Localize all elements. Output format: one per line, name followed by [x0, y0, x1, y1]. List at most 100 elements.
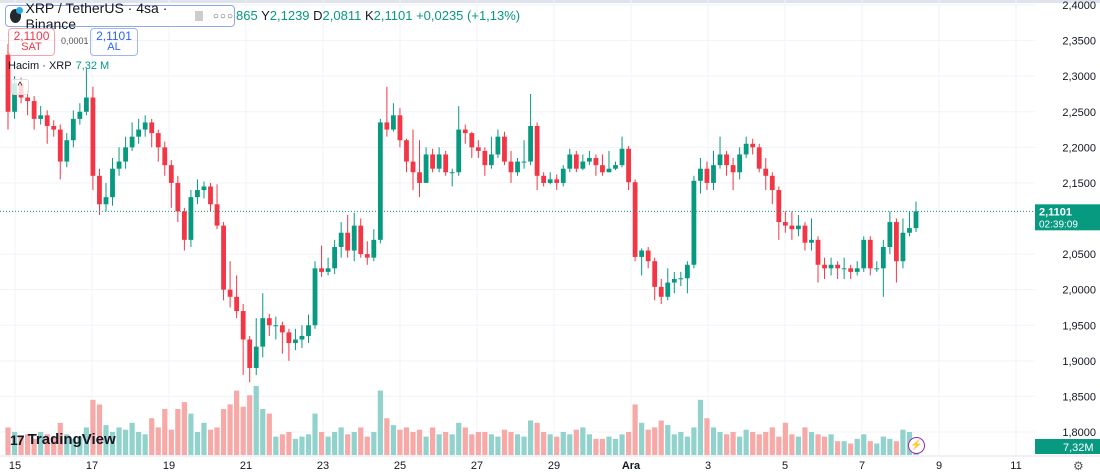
volume-bar	[612, 438, 619, 455]
candle-body	[325, 268, 331, 272]
candle	[900, 218, 906, 269]
candle	[567, 148, 573, 173]
buy-button[interactable]: 2,1101 AL	[90, 28, 138, 56]
candle-body	[175, 182, 181, 212]
candle	[684, 261, 690, 294]
candle	[802, 222, 808, 251]
volume-bar	[103, 425, 109, 455]
volume-bar	[769, 427, 775, 455]
candle-body	[776, 190, 782, 223]
volume-bar	[802, 427, 808, 455]
candle	[364, 241, 370, 265]
volume-bar	[730, 432, 736, 455]
candle	[77, 103, 83, 125]
tradingview-logo[interactable]: 17 TradingView	[10, 431, 116, 448]
candle	[188, 190, 194, 247]
candle	[51, 120, 57, 137]
volume-bar	[109, 432, 116, 455]
x-tick-label: 3	[705, 460, 711, 472]
candle-body	[737, 154, 743, 173]
volume-bar	[443, 432, 449, 455]
volume-legend[interactable]: Hacim · XRP 7,32 M	[8, 60, 110, 72]
candle	[724, 150, 729, 176]
candle	[195, 179, 200, 205]
volume-bar	[240, 406, 246, 455]
candle	[776, 186, 782, 240]
candle	[345, 214, 351, 258]
candle-body	[188, 197, 194, 240]
candle-body	[874, 268, 880, 270]
candle-body	[554, 179, 560, 183]
candle	[64, 133, 70, 168]
x-tick-label: 17	[86, 460, 98, 472]
candle-body	[253, 346, 259, 368]
last-price-value: 2,1101	[1039, 206, 1072, 218]
candle-body	[384, 122, 390, 130]
x-tick-label: Ara	[622, 460, 641, 472]
candle-body	[44, 115, 50, 126]
candle-body	[730, 165, 736, 173]
candle	[482, 147, 488, 176]
candle-body	[266, 318, 272, 326]
volume-bar	[305, 434, 312, 455]
volume-bar	[527, 420, 534, 455]
candle-body	[25, 97, 30, 102]
volume-bar	[5, 427, 11, 455]
volume-bar	[83, 427, 89, 455]
candle	[763, 158, 769, 191]
volume-bar	[887, 438, 893, 455]
candle-body	[835, 264, 841, 269]
candle-body	[214, 204, 220, 226]
volume-bar	[743, 429, 749, 455]
volume-bar	[345, 434, 351, 455]
volume-bar	[874, 443, 880, 455]
candle-body	[5, 54, 11, 112]
volume-bar	[691, 427, 697, 455]
price-axis[interactable]: 2,4000 2,3500 2,3000 2,2500 2,2000 2,1500 2,05…	[1062, 0, 1096, 439]
symbol-header[interactable]: XRP / TetherUS · 4sa · Binance ○○○	[5, 0, 235, 32]
volume-bar	[580, 427, 586, 455]
volume-bar	[201, 422, 207, 455]
volume-bar	[599, 438, 606, 455]
candle-body	[417, 172, 422, 183]
volume-bar	[678, 432, 684, 455]
x-tick-label: 29	[548, 460, 560, 472]
candle	[31, 96, 37, 130]
volume-bar	[815, 434, 821, 455]
candle	[861, 236, 867, 272]
gear-icon[interactable]: ⚙	[1073, 459, 1084, 473]
candle	[586, 150, 592, 166]
candle	[234, 275, 240, 319]
candle-body	[123, 147, 128, 162]
volume-bar	[697, 399, 704, 455]
volume-bar	[155, 427, 161, 455]
volume-bar	[737, 436, 743, 455]
candle	[613, 161, 618, 171]
chevron-up-icon[interactable]: ^	[11, 79, 29, 95]
x-tick-label: 7	[859, 460, 865, 472]
candle-body	[789, 225, 795, 230]
time-axis[interactable]: 15 17 19 21 23 25 27 29 Ara 3 5 7 9 11	[9, 460, 1022, 472]
volume-bar	[547, 434, 553, 455]
candle-body	[181, 211, 187, 240]
volume-bar	[593, 438, 599, 455]
candle-body	[449, 172, 455, 174]
lightning-icon[interactable]: ⚡	[908, 437, 925, 454]
candle	[286, 328, 292, 361]
sell-button[interactable]: 2,1100 SAT	[8, 28, 55, 56]
x-tick-label: 11	[1010, 460, 1021, 472]
xrp-logo-icon	[10, 7, 25, 23]
volume-bar	[416, 429, 423, 455]
flag-icon[interactable]	[194, 11, 203, 21]
x-tick-label: 5	[782, 460, 788, 472]
volume-bar	[625, 432, 632, 455]
more-icon[interactable]: ○○○	[212, 10, 234, 22]
candle-body	[319, 268, 324, 272]
candle-body	[521, 161, 527, 163]
candle-body	[240, 311, 246, 340]
candle-body	[717, 154, 723, 166]
candle	[168, 160, 174, 208]
volume-bar	[384, 418, 390, 455]
candle	[129, 122, 135, 151]
